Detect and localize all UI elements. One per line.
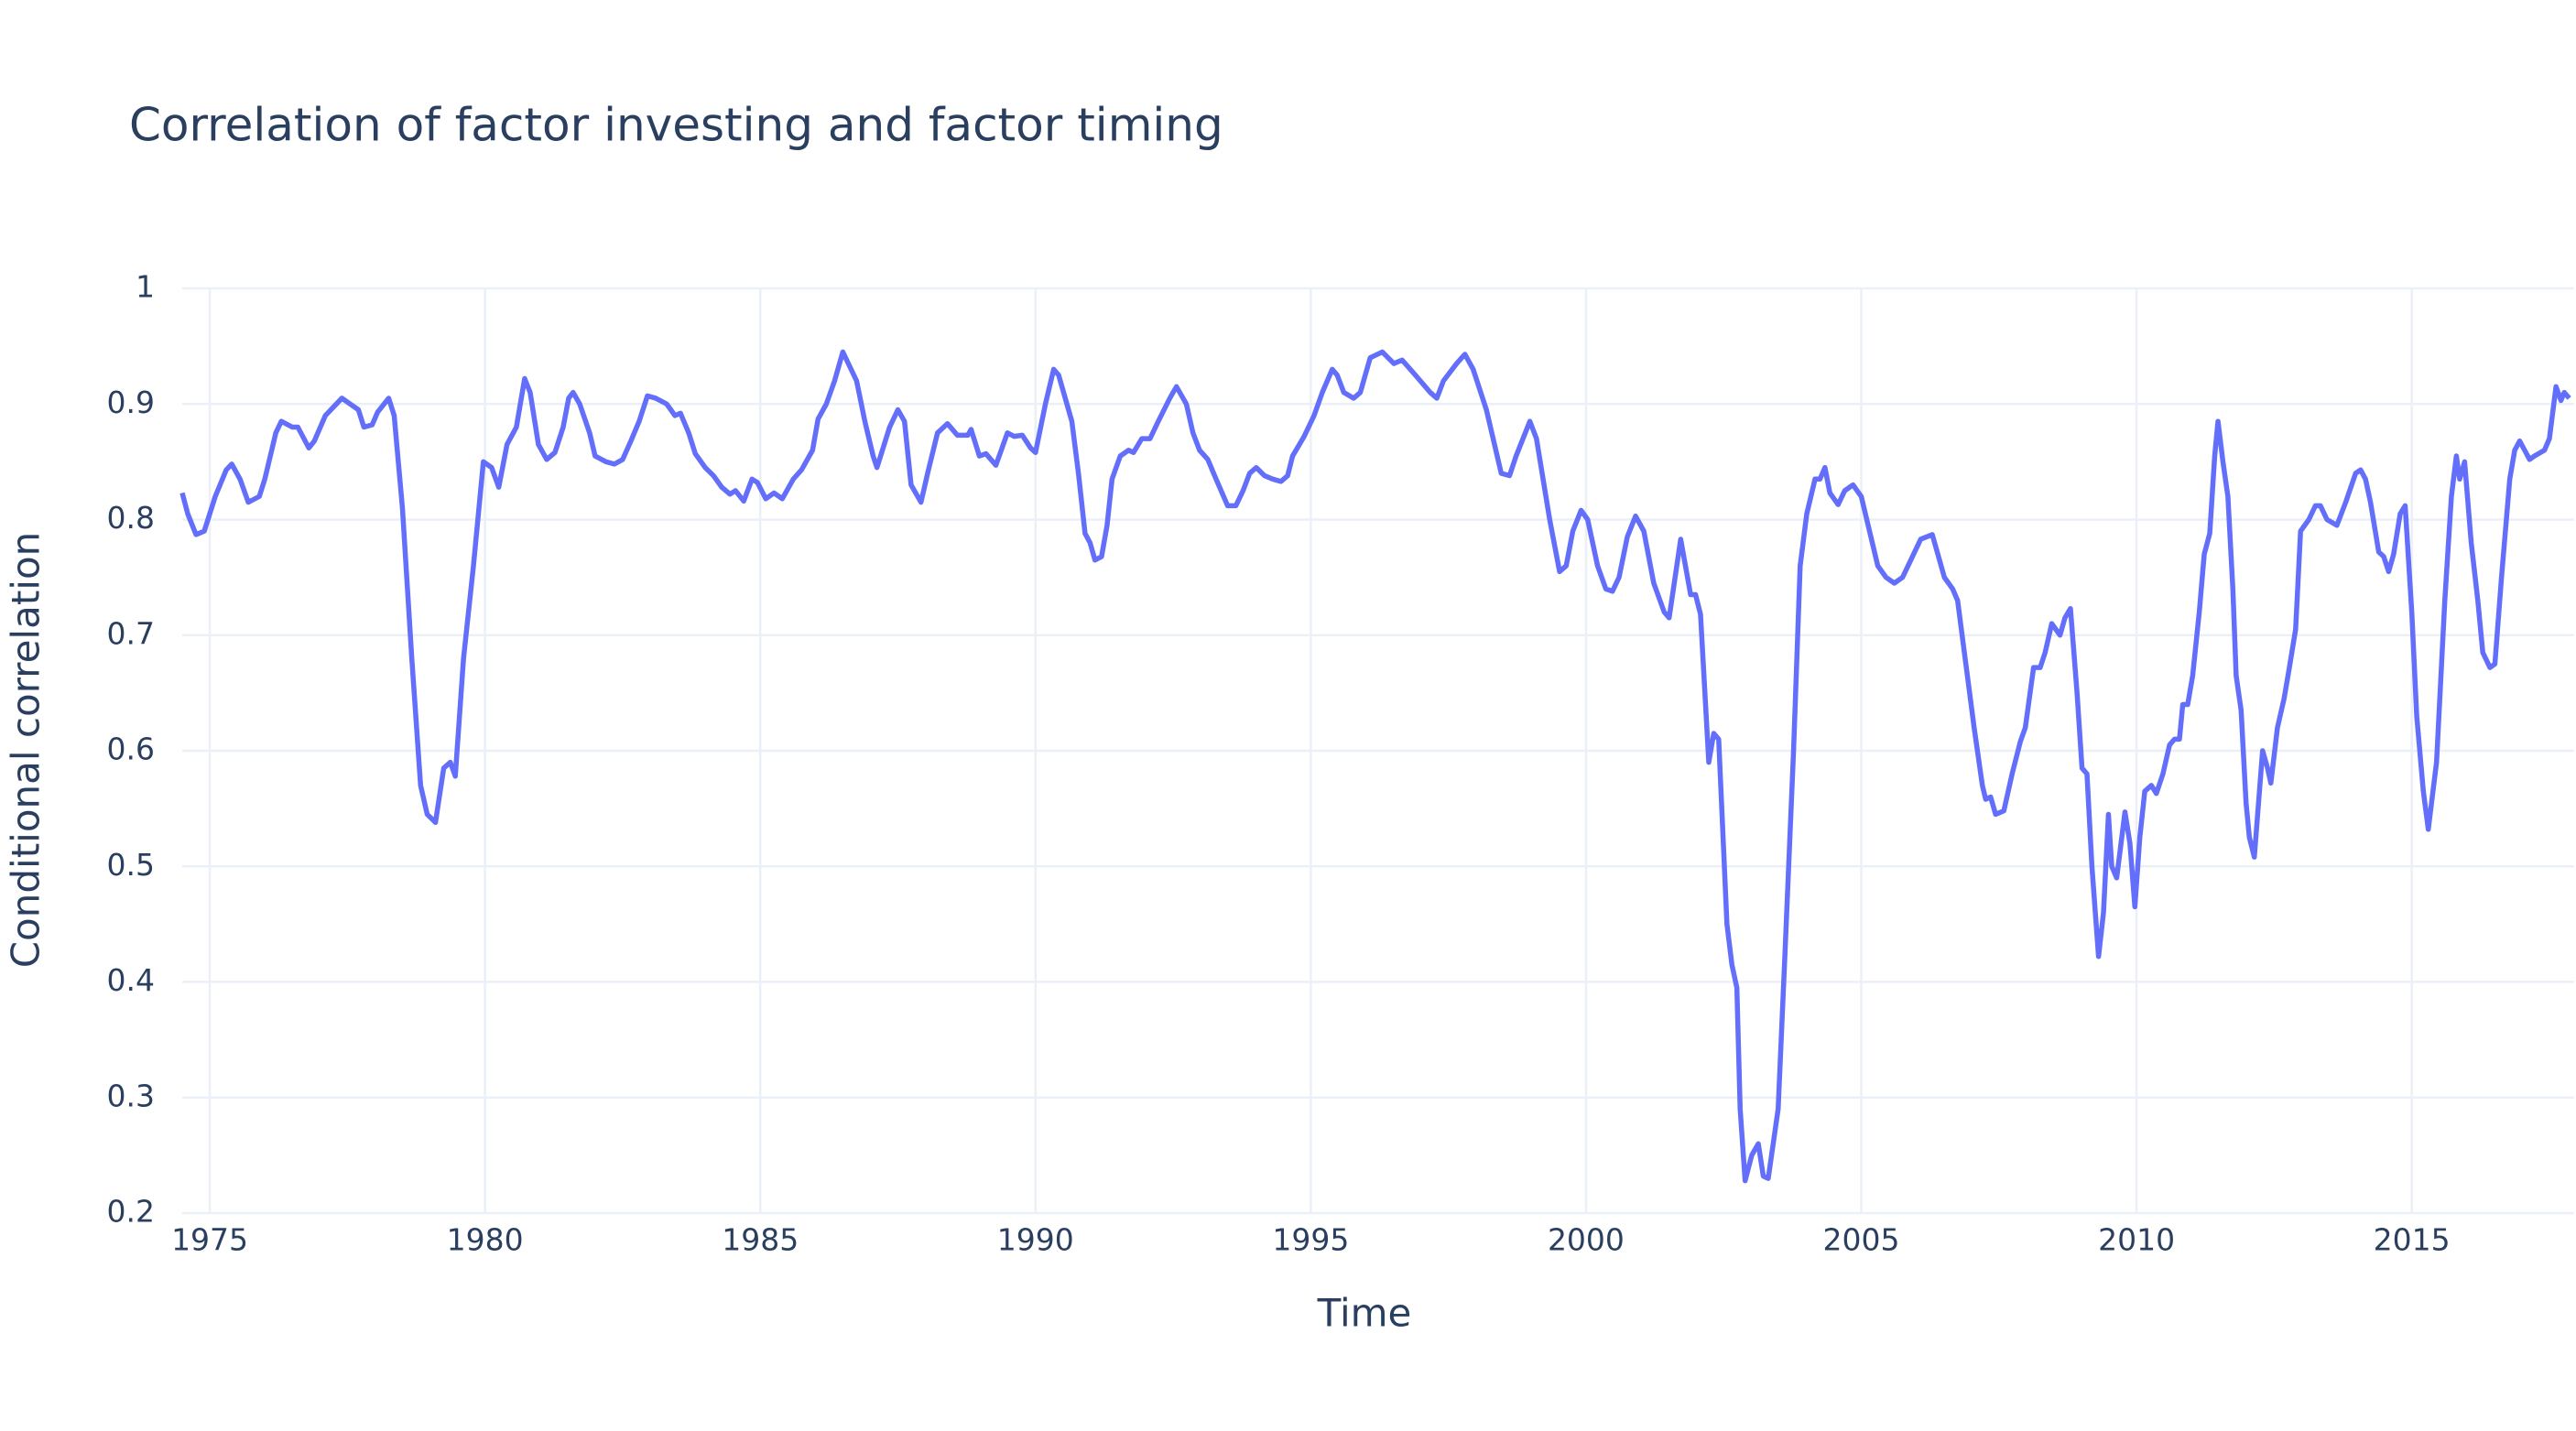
x-axis-title: Time [1317, 1291, 1412, 1336]
y-tick-label: 0.3 [107, 1078, 155, 1113]
x-tick-label: 1995 [1272, 1222, 1349, 1258]
y-tick-label: 0.5 [107, 847, 155, 883]
x-tick-label: 1990 [997, 1222, 1074, 1258]
y-tick-label: 1 [136, 269, 155, 305]
x-tick-label: 1985 [722, 1222, 799, 1258]
data-line [179, 349, 2571, 1184]
y-tick-label: 0.2 [107, 1194, 155, 1230]
y-axis-title: Conditional correlation [4, 532, 49, 969]
y-tick-label: 0.4 [107, 962, 155, 998]
y-tick-label: 0.8 [107, 500, 155, 536]
x-tick-label: 2000 [1548, 1222, 1625, 1258]
x-tick-label: 2015 [2374, 1222, 2451, 1258]
y-tick-label: 0.9 [107, 385, 155, 420]
chart-title: Correlation of factor investing and fact… [129, 99, 1223, 152]
y-tick-label: 0.6 [107, 732, 155, 767]
x-tick-label: 2005 [1823, 1222, 1900, 1258]
y-tick-label: 0.7 [107, 615, 155, 651]
x-tick-label: 1980 [447, 1222, 524, 1258]
x-tick-label: 2010 [2098, 1222, 2175, 1258]
x-tick-label: 1975 [171, 1222, 248, 1258]
